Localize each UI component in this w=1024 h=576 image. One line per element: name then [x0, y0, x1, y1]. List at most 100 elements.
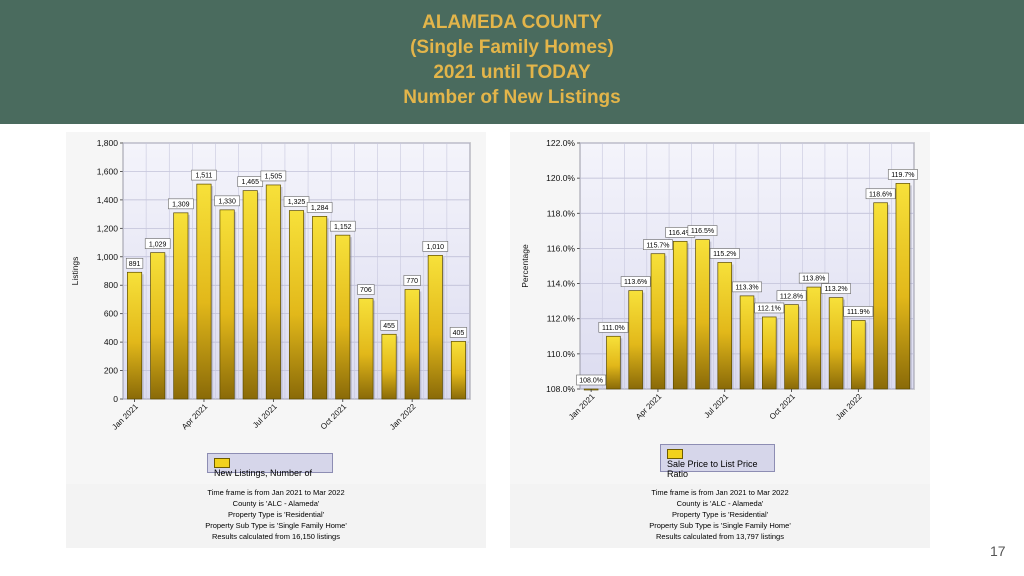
y-axis-label: Listings [70, 257, 80, 286]
bar [628, 290, 643, 390]
y-tick-label: 800 [104, 280, 118, 290]
data-label-box [687, 225, 718, 236]
x-tick-label: Oct 2021 [768, 392, 798, 422]
y-tick-label: 114.0% [547, 279, 576, 289]
legend-swatch [667, 449, 683, 459]
legend-label-line-1: Sale Price to List Price [667, 459, 758, 469]
data-label: 115.2% [713, 251, 736, 258]
bar [717, 262, 732, 390]
bar [219, 209, 235, 400]
y-tick-label: 1,200 [97, 223, 119, 233]
new-listings-panel: 0 200 400 600 800 1,000 1,200 1,400 1,600 1,800 89… [66, 132, 486, 548]
x-tick-label: Jan 2021 [110, 402, 140, 432]
y-tick-label: 112.0% [547, 314, 576, 324]
title-line-1: ALAMEDA COUNTY [422, 12, 602, 33]
data-label: 111.9% [847, 309, 870, 316]
y-tick-label: 600 [104, 309, 118, 319]
data-label: 113.8% [802, 276, 825, 283]
data-label: 118.6% [869, 191, 892, 198]
sale-to-list-chart: 108.0% 110.0% 112.0% 114.0% 116.0% 118.0% 120.… [520, 138, 918, 422]
x-tick-label: Oct 2021 [319, 402, 349, 432]
bar [873, 202, 888, 390]
data-label: 112.8% [780, 293, 803, 300]
y-tick-label: 120.0% [546, 173, 575, 183]
info-line: Results calculated from 16,150 listings [212, 532, 340, 541]
x-tick-label: Jul 2021 [702, 392, 730, 420]
bar [242, 190, 258, 400]
bar [173, 212, 189, 400]
bar [265, 184, 281, 400]
info-line: Time frame is from Jan 2021 to Mar 2022 [207, 488, 345, 497]
info-line: Property Sub Type is 'Single Family Home… [649, 521, 791, 530]
y-tick-label: 1,400 [97, 195, 119, 205]
info-line: Time frame is from Jan 2021 to Mar 2022 [651, 488, 789, 497]
page-number: 17 [990, 543, 1006, 559]
chart-info: Time frame is from Jan 2021 to Mar 2022 … [66, 484, 486, 548]
data-label-box [798, 272, 829, 284]
y-axis-label: Percentage [520, 244, 530, 288]
data-label: 1,284 [311, 205, 329, 212]
x-tick-label: Jan 2022 [834, 392, 864, 422]
chart-legend: Sale Price to List Price Ratio [660, 444, 775, 479]
sale-to-list-panel: 108.0% 110.0% 112.0% 114.0% 116.0% 118.0% 120.… [510, 132, 930, 548]
data-label-box [214, 195, 240, 207]
data-label-box [237, 176, 264, 187]
data-label-box [887, 169, 918, 180]
y-tick-label: 1,000 [97, 252, 119, 262]
data-label-box [260, 170, 287, 182]
info-line: County is 'ALC - Alameda' [676, 499, 764, 508]
data-label: 112.1% [758, 306, 781, 313]
data-label: 1,010 [427, 244, 445, 251]
data-label: 1,325 [288, 199, 306, 206]
data-label: 405 [453, 330, 465, 337]
data-label: 1,309 [172, 201, 190, 208]
data-label: 113.3% [735, 284, 758, 291]
data-label-box [357, 284, 375, 295]
info-line: Property Type is 'Residential' [671, 510, 769, 519]
y-tick-label: 400 [104, 337, 118, 347]
data-label-box [306, 202, 333, 213]
bar [335, 234, 351, 400]
info-line: Property Type is 'Residential' [227, 510, 325, 519]
bar [127, 271, 143, 400]
bar [358, 298, 374, 400]
bar [150, 252, 166, 400]
y-tick-label: 116.0% [547, 243, 576, 253]
bar [450, 341, 466, 400]
data-label: 116.5% [691, 228, 714, 235]
x-tick-label: Apr 2021 [180, 402, 210, 432]
bar [381, 333, 397, 400]
data-label-box [449, 327, 468, 338]
x-tick-label: Jan 2022 [388, 402, 418, 432]
data-label-box [403, 275, 421, 286]
new-listings-chart: 0 200 400 600 800 1,000 1,200 1,400 1,600 1,800 89… [70, 138, 471, 432]
bar [672, 241, 688, 390]
bar [312, 216, 328, 400]
data-label-box [191, 169, 217, 181]
bar [895, 183, 911, 390]
title-line-4: Number of New Listings [403, 87, 621, 108]
data-label-box [865, 188, 896, 200]
y-tick-label: 1,600 [97, 166, 119, 176]
data-label-box [776, 290, 807, 301]
info-line: Results calculated from 13,797 listings [656, 532, 784, 541]
bar [606, 335, 621, 390]
title-banner: ALAMEDA COUNTY (Single Family Homes) 202… [0, 0, 1024, 124]
data-label-box [598, 321, 629, 333]
chart-info: Time frame is from Jan 2021 to Mar 2022 … [510, 484, 930, 548]
legend-label: New Listings, Number of [214, 468, 313, 478]
data-label-box [821, 283, 851, 294]
data-label: 1,152 [334, 224, 352, 231]
x-tick-label: Apr 2021 [634, 392, 664, 422]
y-tick-label: 1,800 [97, 138, 119, 148]
data-label: 706 [360, 287, 372, 294]
data-label-box [843, 306, 874, 317]
data-label: 891 [129, 261, 141, 268]
bar [806, 286, 822, 390]
data-label-box [283, 196, 310, 207]
bar [404, 289, 420, 400]
bar [784, 304, 799, 390]
data-label-box [422, 241, 449, 252]
title-line-2: (Single Family Homes) [410, 37, 614, 58]
data-label-box [168, 198, 194, 210]
